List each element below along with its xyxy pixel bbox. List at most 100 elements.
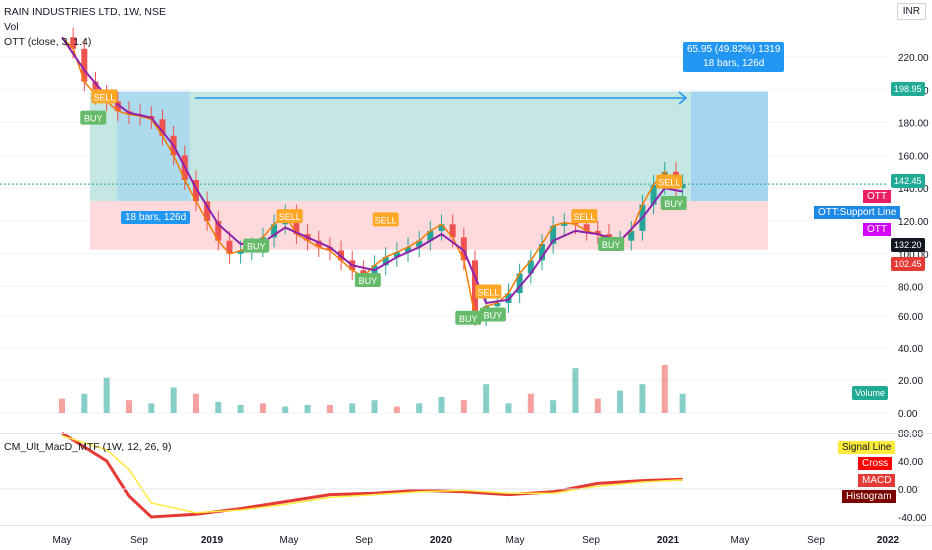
stop-price-tag: 102.45 <box>891 257 925 271</box>
current-price-tag: 142.45 <box>891 174 925 188</box>
candle-body <box>449 224 456 238</box>
signal-line <box>61 435 683 514</box>
time-axis-label: Sep <box>130 535 148 546</box>
price-tick-label: 80.00 <box>898 283 923 294</box>
buy-signal-tag <box>455 310 482 325</box>
sell-signal-tag <box>276 209 303 224</box>
volume-bar <box>550 400 557 413</box>
candle-body <box>204 201 211 221</box>
buy-signal-text: BUY <box>84 114 103 124</box>
volume-bar <box>416 403 423 413</box>
time-axis-label: May <box>280 535 299 546</box>
time-axis-label: Sep <box>582 535 600 546</box>
candle-body <box>382 257 389 266</box>
cross-legend: Cross <box>858 457 893 470</box>
candle-body <box>405 247 412 253</box>
volume-bar <box>304 405 311 413</box>
candle-body <box>550 225 557 244</box>
target-arrow-head <box>678 91 688 105</box>
candle-body <box>628 230 635 241</box>
price-tick-label: 40.00 <box>898 344 923 355</box>
candle-body <box>561 222 568 226</box>
volume-bar <box>460 400 467 413</box>
volume-bar <box>81 393 88 413</box>
candle-body <box>81 48 88 82</box>
time-axis-label: 2021 <box>657 535 680 546</box>
ott-indicator-label[interactable]: OTT (close, 3, 1.4) <box>4 36 92 48</box>
buy-signal-text: BUY <box>664 199 683 209</box>
candle-body <box>326 247 333 251</box>
sell-signal-text: SELL <box>477 288 499 298</box>
volume-bar <box>59 398 65 413</box>
sell-signal-text: SELL <box>375 215 397 225</box>
time-axis-label: May <box>53 535 72 546</box>
volume-bar <box>639 384 646 413</box>
candle-body <box>237 250 244 254</box>
symbol-title: RAIN INDUSTRIES LTD, 1W, NSE <box>4 6 166 18</box>
price-tick-label: 120.00 <box>898 217 929 228</box>
buy-signal-tag <box>354 273 381 288</box>
macd-tick-label: -40.00 <box>898 513 927 524</box>
candle-body <box>92 81 99 95</box>
candle-body <box>215 221 222 241</box>
macd-tick-label: 40.00 <box>898 457 923 468</box>
price-tick-label: 100.00 <box>898 250 929 261</box>
buy-signal-text: BUY <box>359 276 378 286</box>
candle-body <box>594 230 601 235</box>
buy-signal-tag <box>80 110 107 125</box>
volume-bar <box>170 387 177 413</box>
currency-button[interactable]: INR <box>896 3 926 20</box>
macd-line <box>61 431 683 519</box>
macd-legend: MACD <box>858 474 896 487</box>
time-axis-label: Sep <box>807 535 825 546</box>
ott-line <box>61 36 683 305</box>
entry-bars-label: 18 bars, 126d <box>121 211 191 224</box>
ott-legend-tag: OTT <box>863 190 891 203</box>
sell-signal-text: SELL <box>658 178 680 188</box>
price-tick-label: 220.00 <box>898 53 929 64</box>
candle-body <box>460 237 467 261</box>
candle-body <box>438 224 445 231</box>
ema-line <box>61 36 684 318</box>
candle-body <box>114 101 121 112</box>
time-axis-divider <box>0 525 932 526</box>
candle-body <box>538 243 545 261</box>
buy-signal-text: BUY <box>602 240 621 250</box>
sell-signal-tag <box>571 209 598 224</box>
time-axis-label: May <box>731 535 750 546</box>
candle-body <box>679 184 686 189</box>
price-tick-label: 0.00 <box>898 409 918 420</box>
candle-body <box>583 224 590 231</box>
sell-signal-text: SELL <box>93 92 115 102</box>
volume-bar <box>259 403 266 413</box>
time-axis-label: Sep <box>355 535 373 546</box>
volume-bar <box>594 398 601 413</box>
candle-body <box>494 303 501 307</box>
volume-bar <box>282 406 289 413</box>
volume-bar <box>237 405 244 413</box>
time-axis-label: May <box>506 535 525 546</box>
time-axis-label: 2020 <box>430 535 453 546</box>
candle-body <box>315 240 322 248</box>
ott-support-legend-tag: OTT:Support Line <box>814 206 901 219</box>
buy-signal-tag <box>243 238 270 253</box>
pane-divider[interactable] <box>0 433 932 434</box>
volume-bar <box>215 401 222 413</box>
macd-indicator-label[interactable]: CM_Ult_MacD_MTF (1W, 12, 26, 9) <box>4 441 172 453</box>
candle-body <box>650 184 657 205</box>
sell-signal-tag <box>656 174 683 189</box>
sell-signal-text: SELL <box>279 212 301 222</box>
vol-indicator-label[interactable]: Vol <box>4 21 19 33</box>
signal-line-legend: Signal Line <box>838 441 896 454</box>
price-tick-label: 140.00 <box>898 184 929 195</box>
candle-body <box>527 260 534 274</box>
candle-body <box>516 273 523 294</box>
volume-bar <box>326 405 333 413</box>
volume-bar <box>125 400 132 413</box>
candle-body <box>70 37 77 49</box>
candle-body <box>472 260 478 317</box>
sell-signal-tag <box>475 284 502 299</box>
volume-bar <box>527 393 534 413</box>
price-tick-label: 180.00 <box>898 119 929 130</box>
